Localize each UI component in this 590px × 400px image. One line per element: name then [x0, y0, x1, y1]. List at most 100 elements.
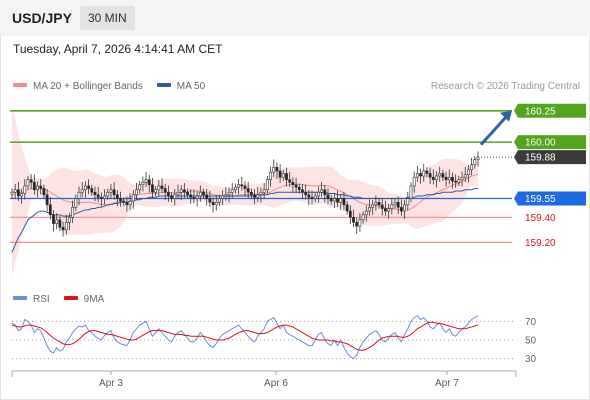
candle-body — [135, 189, 138, 196]
candle-body — [170, 195, 173, 199]
rsi-legend-item: RSI — [13, 294, 50, 305]
candle-body — [451, 176, 454, 182]
candle-body — [291, 181, 295, 186]
candle-body — [182, 189, 186, 193]
candle-body — [115, 194, 119, 199]
candle-body — [125, 201, 129, 206]
tag-support-1: 159.40 — [525, 213, 556, 224]
candle-body — [329, 198, 333, 202]
candle-body — [122, 200, 126, 203]
candle-body — [384, 208, 387, 212]
candle-body — [358, 219, 362, 227]
candle-body — [403, 204, 406, 212]
candle-body — [96, 194, 100, 198]
candle-body — [435, 175, 438, 181]
candle-body — [249, 191, 253, 196]
candle-body — [342, 198, 346, 206]
candle-body — [119, 198, 122, 202]
price-tags-layer: 160.25 160.00 159.88 159.55 159.40 159.20 — [479, 103, 586, 249]
candle-body — [288, 179, 292, 183]
candle-body — [301, 189, 304, 193]
candle-body — [173, 194, 177, 199]
candle-body — [256, 194, 260, 198]
time-axis-label: Apr 3 — [99, 378, 123, 389]
candle-body — [227, 191, 231, 196]
rsi-ma-line — [11, 321, 479, 351]
candle-body — [48, 204, 52, 216]
candle-body — [307, 194, 311, 198]
rsi-legend-item: 9MA — [63, 294, 104, 305]
candle-body — [425, 170, 429, 174]
candle-body — [151, 184, 154, 193]
candle-body — [339, 198, 343, 203]
candle-body — [112, 189, 116, 196]
rsi-legend-swatch — [13, 296, 27, 301]
candle-body — [243, 185, 247, 189]
tag-last-price-box — [514, 150, 586, 165]
main-legend-swatch — [13, 83, 27, 88]
candle-body — [166, 191, 170, 197]
tag-resistance-1-label: 160.00 — [525, 138, 556, 149]
rsi-level-label: 30 — [525, 354, 537, 365]
time-axis-label: Apr 7 — [435, 378, 459, 389]
candle-body — [355, 222, 359, 227]
candle-body — [237, 184, 241, 188]
tag-support-2-label: 159.20 — [525, 238, 556, 249]
candle-body — [310, 196, 314, 199]
candle-body — [74, 198, 78, 208]
candle-body — [163, 188, 167, 193]
main-legend-item: MA 50 — [156, 81, 205, 92]
candle-body — [419, 173, 422, 177]
header-bar: USD/JPY 30 MIN — [0, 0, 590, 36]
tag-resistance-2-box — [514, 103, 586, 118]
candle-body — [202, 191, 205, 196]
tag-pivot-box — [514, 191, 586, 206]
candle-body — [326, 194, 330, 199]
candle-body — [387, 208, 391, 212]
candle-body — [61, 227, 65, 231]
candle-body — [195, 195, 199, 199]
candle-body — [374, 201, 378, 206]
time-axis-layer: Apr 3 Apr 6 Apr 7 — [11, 370, 517, 389]
candle-body — [476, 156, 480, 160]
candle-body — [42, 188, 46, 196]
tag-resistance-1: 160.00 — [514, 135, 586, 150]
candles-layer — [10, 151, 480, 237]
candle-body — [294, 184, 298, 188]
candle-body — [470, 164, 474, 171]
candle-body — [93, 191, 97, 196]
candle-body — [272, 166, 276, 173]
candle-body — [138, 184, 142, 191]
main-legend-label: MA 20 + Bollinger Bands — [33, 81, 143, 92]
candle-body — [52, 214, 55, 224]
main-legend-item: MA 20 + Bollinger Bands — [13, 81, 143, 92]
candle-body — [234, 186, 237, 191]
candle-body — [218, 198, 221, 203]
candle-body — [128, 200, 132, 206]
candle-body — [211, 201, 215, 206]
tag-resistance-2: 160.25 — [514, 103, 586, 118]
candle-body — [431, 176, 435, 181]
tag-pivot-label: 159.55 — [525, 194, 556, 205]
candle-body — [473, 159, 477, 165]
tag-resistance-1-box — [514, 135, 586, 150]
candle-body — [313, 195, 317, 199]
candle-body — [412, 176, 416, 187]
candle-body — [348, 210, 352, 218]
timestamp: Tuesday, April 7, 2026 4:14:41 AM CET — [13, 42, 223, 56]
candle-body — [460, 176, 464, 181]
candle-body — [230, 189, 234, 193]
candle-body — [428, 173, 432, 178]
candle-body — [259, 191, 263, 196]
tag-last-price: 159.88 — [514, 150, 586, 165]
candle-body — [281, 173, 285, 178]
candle-body — [20, 193, 23, 197]
candle-body — [29, 179, 33, 183]
candle-body — [131, 194, 135, 202]
candle-body — [409, 185, 413, 199]
forecast-arrow-head — [500, 110, 512, 122]
candle-body — [269, 171, 272, 181]
interval-selector[interactable]: 30 MIN — [80, 6, 135, 30]
tag-pivot: 159.55 — [514, 191, 586, 206]
